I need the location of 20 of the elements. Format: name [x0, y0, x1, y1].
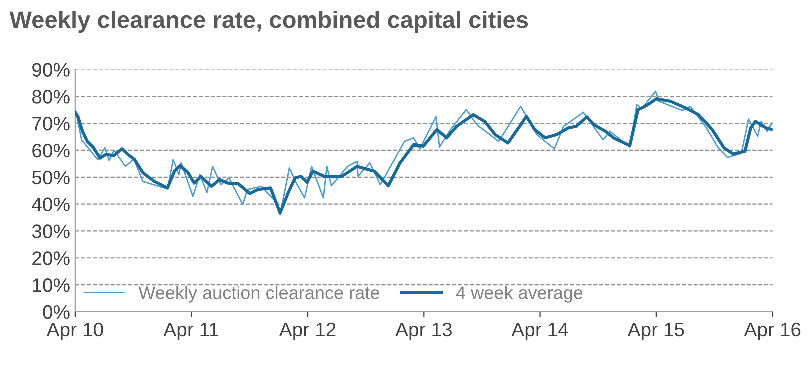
x-tick-label: Apr 16 [744, 322, 801, 340]
y-tick-label: 60% [32, 144, 70, 158]
chart-title: Weekly clearance rate, combined capital cities [10, 11, 528, 34]
legend-label: Weekly auction clearance rate [138, 286, 380, 303]
x-tick-label: Apr 10 [46, 322, 104, 340]
y-tick-label: 80% [32, 90, 70, 104]
y-tick-label: 20% [32, 252, 70, 266]
y-tick-label: 50% [32, 170, 70, 185]
legend-label: 4 week average [456, 286, 583, 303]
x-tick-label: Apr 11 [164, 323, 219, 340]
x-tick-label: Apr 12 [279, 322, 336, 340]
y-tick-label: 10% [33, 278, 70, 292]
y-tick-label: 70% [32, 117, 70, 131]
x-tick-label: Apr 13 [396, 322, 452, 340]
y-tick-label: 0% [43, 305, 70, 320]
y-tick-label: 30% [32, 224, 70, 238]
y-tick-label: 90% [32, 63, 70, 77]
y-tick-label: 40% [32, 198, 70, 212]
x-tick-label: Apr 15 [628, 323, 684, 340]
x-tick-label: Apr 14 [512, 323, 568, 340]
